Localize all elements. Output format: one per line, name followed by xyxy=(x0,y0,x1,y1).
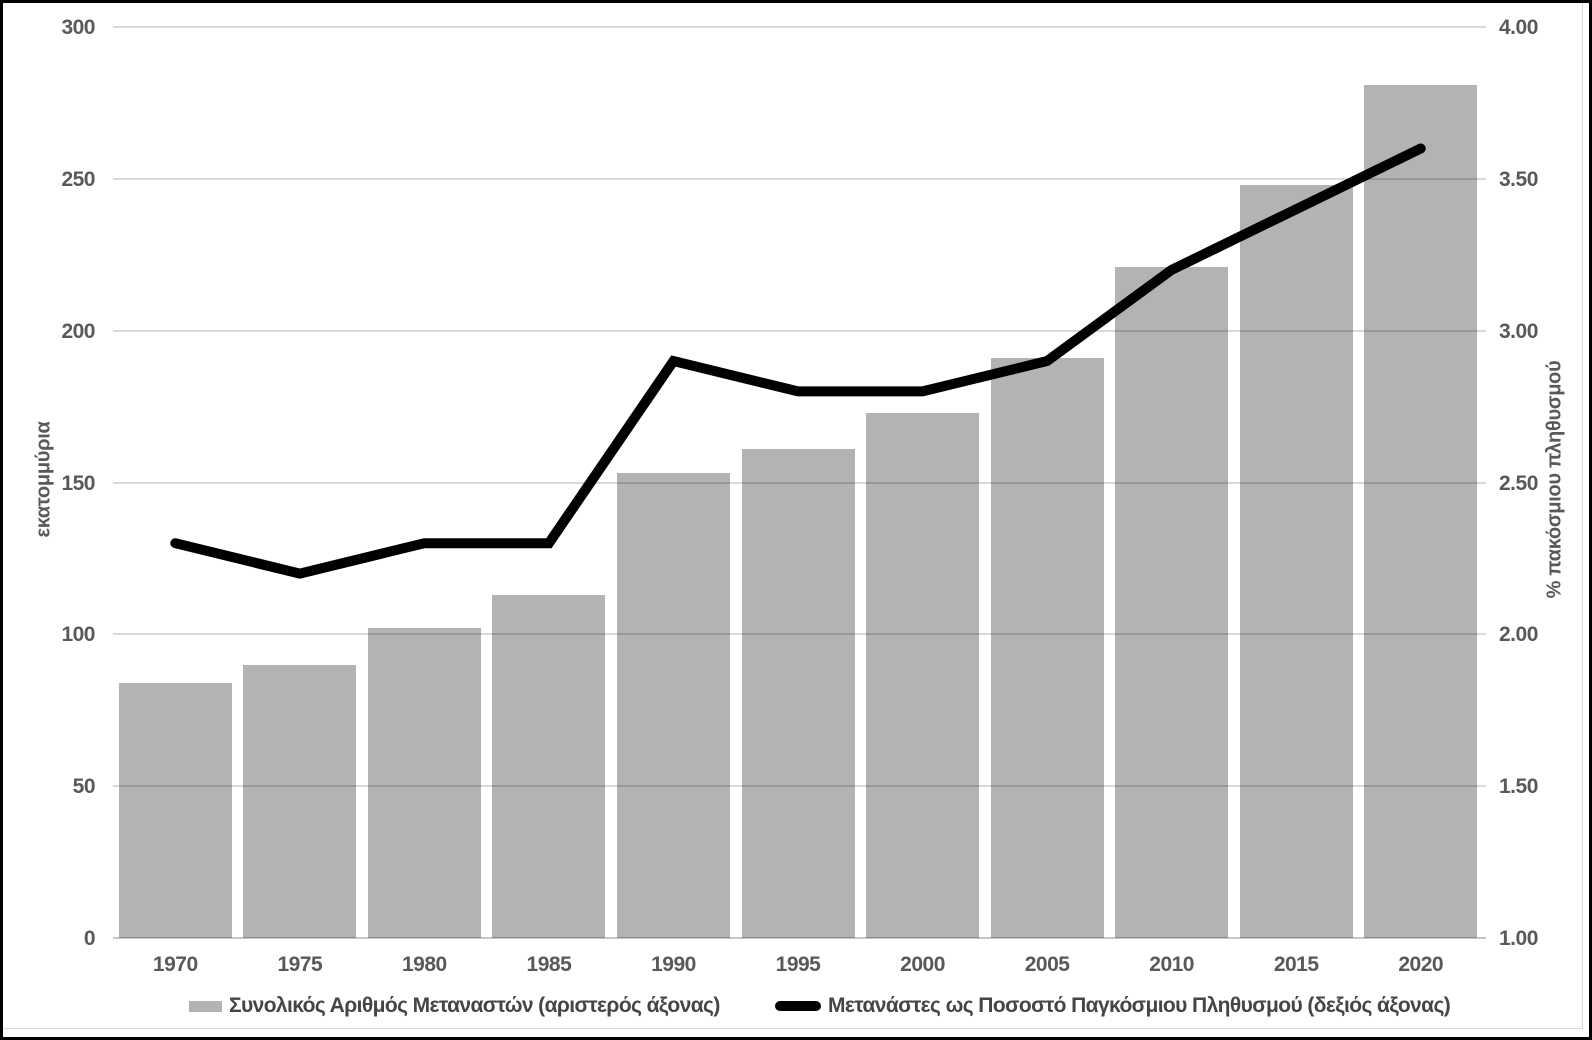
left-axis-title: εκατομμύρια xyxy=(32,421,55,538)
x-label-1975: 1975 xyxy=(277,953,323,976)
right-tick-3.00: 3.00 xyxy=(1499,319,1538,343)
x-axis-line xyxy=(113,937,1486,939)
bar-2005 xyxy=(990,357,1104,938)
left-tick-50: 50 xyxy=(72,775,96,799)
bar-2010 xyxy=(1115,266,1229,938)
legend-line-label: Μετανάστες ως Ποσοστό Παγκόσμιου Πληθυσμ… xyxy=(828,994,1451,1017)
right-tick-2.00: 2.00 xyxy=(1499,623,1538,647)
bar-2000 xyxy=(866,412,980,938)
bar-2020 xyxy=(1364,84,1478,938)
left-tick-150: 150 xyxy=(61,471,95,495)
x-label-2015: 2015 xyxy=(1273,953,1319,976)
gridline-50 xyxy=(113,785,1486,788)
gridline-300 xyxy=(113,26,1486,28)
x-label-2010: 2010 xyxy=(1149,953,1194,976)
chart-frame-right-edge xyxy=(1582,3,1583,1029)
bar-1985 xyxy=(492,594,606,938)
gridline-200 xyxy=(113,329,1486,332)
chart-frame-bottom-edge xyxy=(3,1028,1583,1029)
bar-1975 xyxy=(243,664,357,938)
right-tick-4.00: 4.00 xyxy=(1499,16,1538,39)
right-tick-3.50: 3.50 xyxy=(1499,167,1538,191)
left-tick-250: 250 xyxy=(61,167,95,191)
bar-1970 xyxy=(118,682,232,938)
legend-item-bars: Συνολικός Αριθμός Μεταναστών (αριστερός … xyxy=(189,993,720,1019)
left-tick-100: 100 xyxy=(61,623,95,647)
right-tick-1.50: 1.50 xyxy=(1499,775,1538,799)
x-label-1970: 1970 xyxy=(152,953,198,976)
bar-1995 xyxy=(741,449,855,938)
bar-swatch-icon xyxy=(189,1000,222,1012)
right-tick-2.50: 2.50 xyxy=(1499,471,1538,495)
gridline-150 xyxy=(113,481,1486,484)
bar-2015 xyxy=(1239,184,1353,938)
gridline-100 xyxy=(113,633,1486,636)
left-tick-200: 200 xyxy=(61,319,95,343)
right-tick-1.00: 1.00 xyxy=(1499,927,1538,950)
legend-item-line: Μετανάστες ως Ποσοστό Παγκόσμιου Πληθυσμ… xyxy=(775,993,1451,1019)
left-tick-300: 300 xyxy=(61,16,95,39)
line-swatch-icon xyxy=(775,1001,821,1011)
bar-1980 xyxy=(367,628,481,938)
x-label-1980: 1980 xyxy=(402,953,447,976)
x-label-2005: 2005 xyxy=(1024,953,1070,976)
x-label-1990: 1990 xyxy=(651,953,696,976)
left-tick-0: 0 xyxy=(83,927,96,950)
x-label-2000: 2000 xyxy=(900,953,945,976)
x-label-1995: 1995 xyxy=(775,953,821,976)
x-label-1985: 1985 xyxy=(526,953,572,976)
right-axis-title: % πακόσμιου πληθυσμού xyxy=(1543,360,1566,599)
gridline-250 xyxy=(113,177,1486,180)
bar-1990 xyxy=(616,473,730,938)
legend-bar-label: Συνολικός Αριθμός Μεταναστών (αριστερός … xyxy=(229,994,720,1017)
x-label-2020: 2020 xyxy=(1398,953,1444,976)
